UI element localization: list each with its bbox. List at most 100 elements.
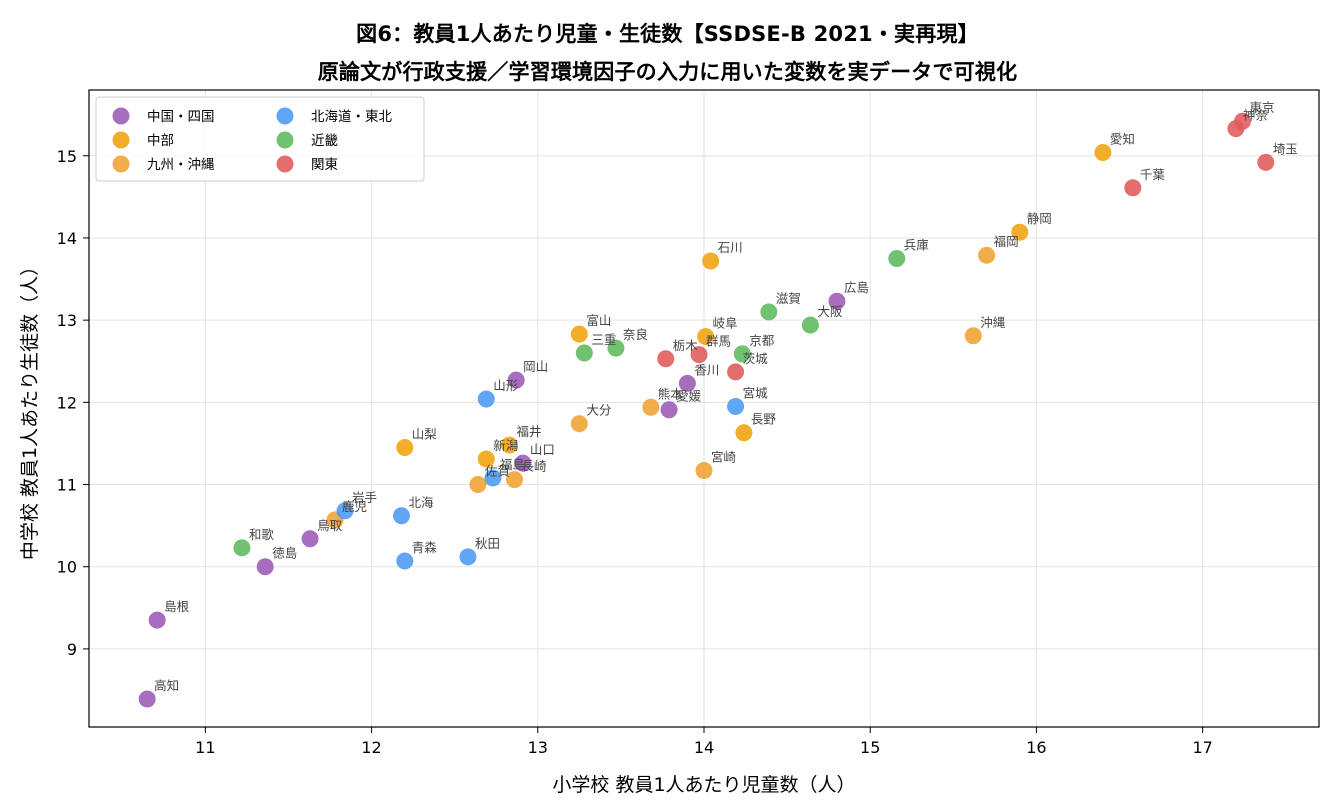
point-label: 千葉 [1140,167,1166,182]
legend-entry: 中国・四国 [147,109,215,125]
data-point [575,344,593,362]
data-point [735,424,753,442]
point-label: 東京 [1250,100,1275,115]
data-point [459,548,477,566]
point-label: 長野 [751,412,777,427]
point-label: 京都 [749,333,775,348]
point-label: 福島 [500,457,525,472]
legend-marker [276,107,294,125]
data-point [690,346,708,364]
legend-box [95,96,425,182]
x-tick-label: 17 [1192,738,1212,757]
data-point [392,507,410,525]
data-point [978,246,996,264]
data-point [1257,153,1275,171]
data-point [760,303,778,321]
plot-frame [88,89,1320,728]
point-label: 鹿児 [342,499,367,514]
point-label: 愛媛 [676,389,702,404]
data-point [233,539,251,557]
point-label: 島根 [164,599,190,614]
x-tick-label: 15 [860,738,880,757]
point-label: 滋賀 [776,291,801,306]
data-point [733,345,751,363]
y-tick-label: 14 [57,229,77,248]
data-point [469,476,487,494]
point-label: 富山 [586,313,611,328]
data-point [888,249,906,267]
data-point [678,374,696,392]
data-point [1124,179,1142,197]
data-point [697,328,715,346]
legend-marker [276,131,294,149]
point-label: 佐賀 [485,464,510,479]
point-label: 広島 [844,280,869,295]
data-point [727,397,745,415]
data-point [501,436,519,454]
point-label: 山口 [530,442,555,457]
point-label: 愛知 [1110,131,1135,146]
legend-marker [276,155,294,173]
point-label: 秋田 [475,536,500,551]
data-points [138,112,1275,708]
data-point [477,390,495,408]
data-point [657,350,675,368]
x-tick-label: 16 [1026,738,1046,757]
data-point [514,454,532,472]
x-tick-label: 12 [361,738,381,757]
y-tick-label: 12 [57,393,77,412]
point-label: 山形 [493,378,519,393]
chart-subtitle: 原論文が行政支援／学習環境因子の入力に用いた変数を実データで可視化 [317,60,1018,84]
point-label: 宮崎 [711,450,737,465]
data-point [964,327,982,345]
data-point [801,316,819,334]
data-point [727,363,745,381]
point-label: 香川 [694,362,719,377]
data-point [396,552,414,570]
point-label: 福岡 [994,234,1019,249]
data-point [396,439,414,457]
point-label: 兵庫 [904,237,929,252]
point-label: 熊本 [658,386,684,401]
y-axis-label: 中学校 教員1人あたり生徒数（人） [19,257,41,560]
data-point [702,252,720,270]
grid [89,90,1319,727]
data-point [138,690,156,708]
point-label: 静岡 [1027,211,1052,226]
point-label: 福井 [517,424,542,439]
data-point [336,502,354,520]
point-label: 山梨 [412,427,438,442]
legend-marker [112,107,130,125]
point-label: 沖縄 [980,315,1006,330]
data-point [484,469,502,487]
point-label: 大阪 [817,304,843,319]
point-label: 石川 [718,240,743,255]
point-label: 三重 [591,332,616,347]
legend-entry: 関東 [311,157,338,173]
legend-entry: 北海道・東北 [311,109,392,125]
point-label: 埼玉 [1273,141,1298,156]
data-point [1234,112,1252,130]
legend-marker [112,155,130,173]
y-tick-label: 11 [57,476,77,495]
point-label: 徳島 [272,546,297,561]
point-label: 長崎 [522,459,548,474]
x-tick-label: 14 [694,738,714,757]
data-point [506,471,524,489]
x-tick-label: 13 [528,738,548,757]
x-tick-label: 11 [195,738,215,757]
point-label: 群馬 [706,334,731,349]
point-label: 大分 [586,403,611,418]
point-label: 奈良 [623,327,648,342]
legend-entry: 近畿 [311,133,338,149]
y-tick-label: 15 [57,147,77,166]
data-point [828,292,846,310]
x-axis-label: 小学校 教員1人あたり児童数（人） [552,774,855,796]
chart-title: 図6：教員1人あたり児童・生徒数【SSDSE-B 2021・実再現】 [356,22,979,46]
data-point [607,339,625,357]
data-point [642,398,660,416]
data-point [1011,223,1029,241]
